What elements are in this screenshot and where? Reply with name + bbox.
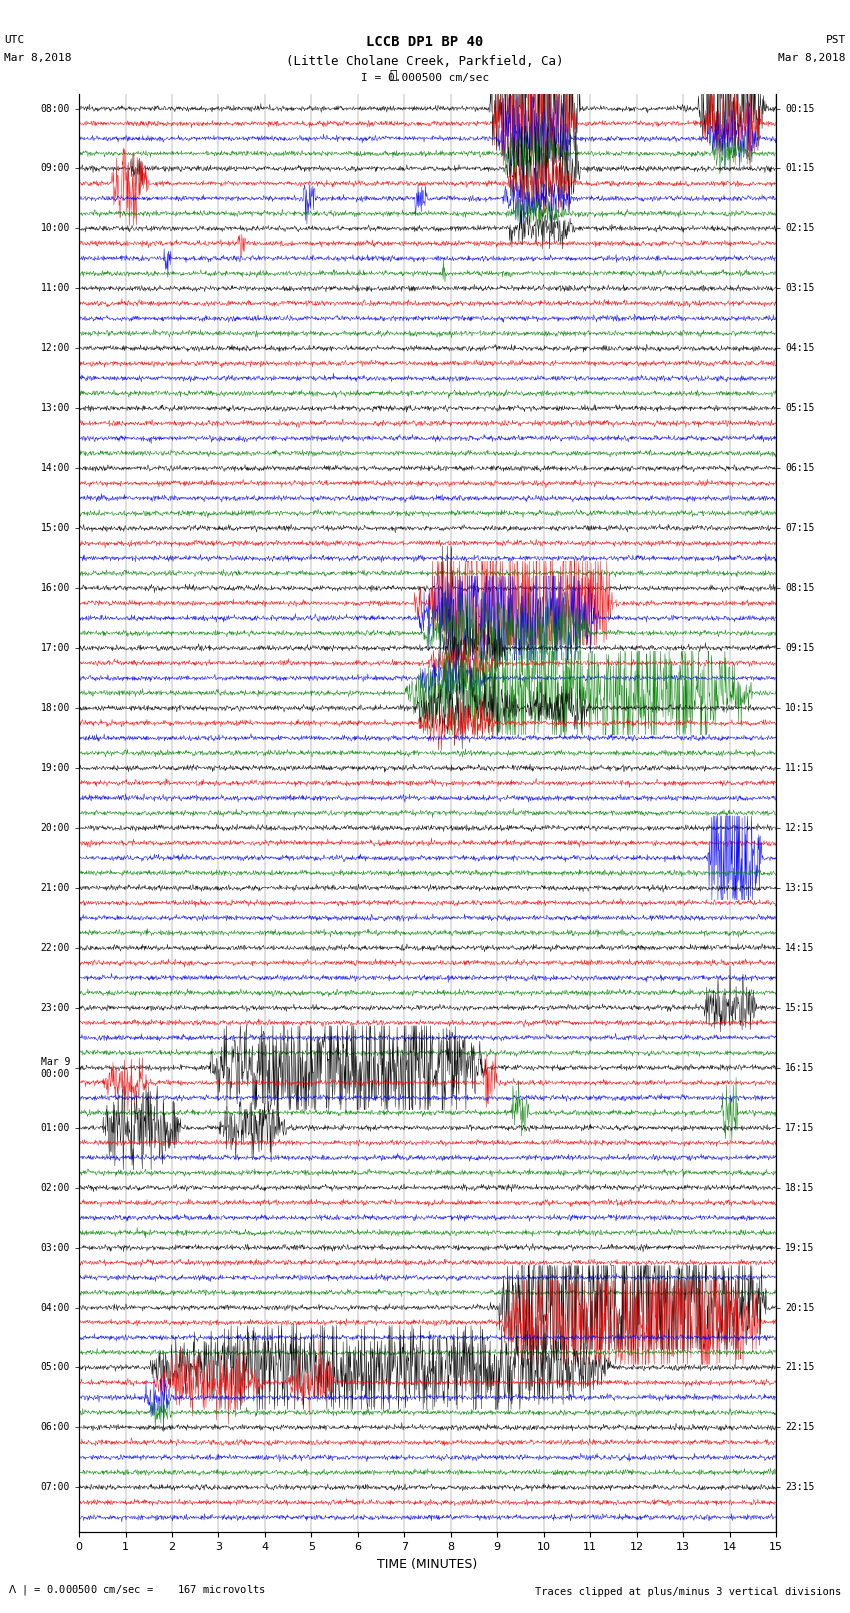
Text: I = 0.000500 cm/sec: I = 0.000500 cm/sec [361,73,489,82]
Text: Traces clipped at plus/minus 3 vertical divisions: Traces clipped at plus/minus 3 vertical … [536,1587,842,1597]
Text: PST: PST [825,35,846,45]
Text: Mar 8,2018: Mar 8,2018 [779,53,846,63]
Text: ⏐: ⏐ [390,69,397,82]
X-axis label: TIME (MINUTES): TIME (MINUTES) [377,1558,478,1571]
Text: (Little Cholane Creek, Parkfield, Ca): (Little Cholane Creek, Parkfield, Ca) [286,55,564,68]
Text: LCCB DP1 BP 40: LCCB DP1 BP 40 [366,35,484,50]
Text: $\Lambda$ | = 0.000500 cm/sec =    167 microvolts: $\Lambda$ | = 0.000500 cm/sec = 167 micr… [8,1582,266,1597]
Text: UTC: UTC [4,35,25,45]
Text: Mar 8,2018: Mar 8,2018 [4,53,71,63]
